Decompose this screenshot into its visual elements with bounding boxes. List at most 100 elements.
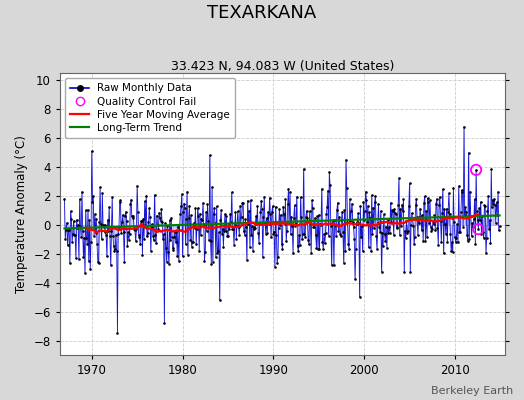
Point [476, 217, 484, 224]
Point [246, 243, 254, 250]
Point [129, 212, 137, 219]
Point [449, 184, 457, 191]
Point [205, 237, 213, 243]
Point [374, 220, 382, 226]
Point [152, 212, 161, 219]
Point [206, 238, 215, 244]
Point [137, 218, 146, 224]
Point [299, 166, 308, 172]
Point [256, 221, 264, 228]
Point [178, 191, 186, 198]
Point [458, 189, 467, 196]
Point [83, 241, 91, 247]
Point [377, 269, 386, 275]
Point [489, 201, 498, 207]
Point [116, 197, 125, 204]
Point [302, 214, 310, 220]
Point [329, 217, 337, 224]
Point [300, 231, 309, 237]
Point [493, 212, 501, 218]
Point [133, 182, 141, 189]
Point [152, 240, 160, 247]
Point [285, 220, 293, 226]
Point [420, 200, 428, 206]
Point [230, 241, 238, 248]
Point [332, 233, 340, 240]
Point [196, 210, 204, 217]
Point [479, 235, 488, 241]
Point [75, 196, 84, 202]
Point [241, 231, 249, 238]
Point [348, 219, 357, 225]
Point [196, 232, 205, 238]
Point [465, 236, 474, 243]
Point [301, 234, 309, 240]
Point [401, 227, 409, 234]
Point [91, 230, 100, 236]
Point [320, 231, 328, 237]
Point [183, 188, 191, 195]
Point [436, 218, 445, 224]
Point [463, 232, 471, 238]
Point [355, 220, 363, 226]
Point [249, 224, 258, 231]
Point [80, 234, 89, 241]
Point [408, 210, 416, 216]
Point [115, 198, 124, 205]
Point [385, 224, 394, 230]
Point [87, 239, 95, 245]
Point [147, 248, 155, 254]
Point [351, 276, 359, 282]
Point [145, 205, 154, 211]
Point [261, 220, 269, 226]
Point [281, 196, 290, 202]
Point [134, 209, 142, 215]
Point [192, 241, 200, 247]
Point [488, 204, 496, 211]
Point [227, 189, 236, 196]
Point [473, 217, 482, 224]
Point [265, 221, 273, 227]
Point [433, 224, 442, 231]
Point [176, 227, 184, 234]
Point [476, 198, 485, 205]
Point [396, 206, 405, 213]
Point [156, 218, 165, 224]
Point [459, 223, 467, 230]
Point [122, 208, 130, 215]
Point [214, 248, 222, 254]
Point [219, 225, 227, 232]
Point [290, 215, 298, 221]
Point [252, 213, 260, 219]
Point [444, 209, 452, 216]
Point [299, 231, 307, 238]
Point [276, 222, 285, 228]
Point [466, 188, 474, 195]
Point [164, 249, 172, 256]
Point [161, 220, 169, 226]
Text: Berkeley Earth: Berkeley Earth [431, 386, 514, 396]
Point [430, 212, 439, 219]
Point [225, 226, 234, 232]
Point [386, 230, 394, 236]
Point [144, 230, 152, 236]
Point [283, 201, 292, 207]
Point [199, 200, 207, 206]
Point [487, 166, 495, 172]
Point [253, 203, 261, 209]
Point [356, 203, 365, 209]
Point [219, 244, 227, 250]
Point [455, 228, 464, 235]
Point [425, 220, 433, 226]
Point [382, 223, 390, 230]
Point [293, 243, 302, 250]
Point [378, 229, 387, 236]
Point [324, 232, 333, 239]
Point [474, 226, 483, 232]
Point [391, 210, 399, 216]
Point [119, 229, 128, 236]
Point [71, 232, 79, 238]
Point [370, 225, 378, 232]
Point [157, 206, 166, 212]
Point [90, 233, 98, 239]
